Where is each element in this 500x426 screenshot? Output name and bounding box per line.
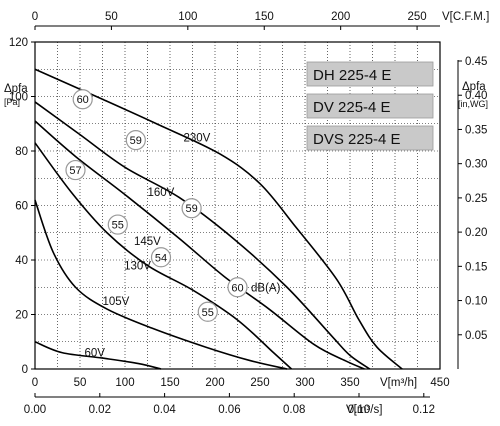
bottom-secondary-tick-label: 0.02 [89, 404, 111, 416]
sound-level-badge [181, 198, 202, 219]
right-axis-label: Δpfa [462, 81, 486, 93]
curve-230v [34, 68, 403, 370]
left-axis-label: Δpfa [4, 83, 28, 95]
curve-label: dB(A) [251, 282, 281, 294]
right-tick-label: 0.40 [465, 90, 487, 102]
sound-level-badges: 60 59 57 55 54 59 55 60 [65, 89, 248, 322]
bottom-tick-label: 300 [295, 377, 314, 389]
left-axis-unit: [Pa] [4, 97, 20, 107]
model-label-box [306, 125, 434, 151]
sound-level-value: 54 [155, 252, 167, 264]
right-tick-label: 0.30 [465, 159, 487, 171]
left-tick-label: 80 [15, 146, 28, 158]
sound-level-value: 59 [130, 135, 142, 147]
right-tick-label: 0.15 [465, 261, 487, 273]
right-tick-label: 0.05 [465, 330, 487, 342]
top-tick-label: 100 [178, 11, 197, 23]
bottom-tick-label: 100 [115, 377, 134, 389]
sound-level-value: 55 [112, 220, 124, 232]
top-tick-label: 50 [105, 11, 118, 23]
left-tick-label: 120 [9, 37, 28, 49]
top-axis-label: V[C.F.M.] [442, 11, 489, 23]
top-axis: 0 50 100 150 200 250 [32, 11, 440, 30]
curve-label: 105V [103, 296, 130, 308]
right-axis: 0.05 0.10 0.15 0.20 0.25 0.30 0.35 0.40 0.45 [457, 56, 487, 369]
bottom-axis-label: V[m³/h] [380, 377, 417, 389]
curve-label: 60V [85, 348, 106, 360]
sound-level-badge [72, 89, 93, 110]
sound-level-badge [227, 277, 248, 298]
bottom-secondary-tick-label: 0.08 [283, 404, 305, 416]
left-tick-label: 0 [22, 364, 28, 376]
bottom-secondary-axis-label: V[m³/s] [346, 404, 382, 416]
curve-label: 230V [184, 132, 211, 144]
top-tick-label: 150 [255, 11, 274, 23]
left-tick-label: 20 [15, 310, 28, 322]
bottom-tick-label: 150 [160, 377, 179, 389]
right-tick-label: 0.10 [465, 296, 487, 308]
sound-level-value: 60 [77, 94, 89, 106]
bottom-secondary-tick-label: 0.04 [153, 404, 176, 416]
sound-level-value: 57 [69, 165, 81, 177]
bottom-tick-label: 0 [32, 377, 38, 389]
curve-label: 145V [134, 236, 161, 248]
curve-130v [34, 142, 293, 370]
model-labels: DH 225-4 E DV 225-4 E DVS 225-4 E [306, 61, 434, 151]
curve-105v [34, 199, 288, 370]
left-tick-label: 40 [15, 255, 28, 267]
top-tick-label: 250 [407, 11, 426, 23]
bottom-secondary-tick-label: 0.06 [218, 404, 240, 416]
top-tick-label: 200 [331, 11, 350, 23]
bottom-tick-label: 450 [430, 377, 449, 389]
sound-level-badge [197, 301, 218, 322]
bottom-tick-label: 250 [250, 377, 269, 389]
right-tick-label: 0.45 [465, 56, 487, 68]
top-tick-label: 0 [32, 11, 38, 23]
curves [34, 68, 403, 370]
bottom-tick-label: 200 [205, 377, 224, 389]
sound-level-value: 60 [231, 282, 243, 294]
sound-level-badge [125, 130, 146, 151]
sound-level-badge [65, 159, 86, 181]
right-tick-label: 0.35 [465, 124, 487, 136]
sound-level-value: 59 [185, 203, 197, 215]
left-axis: 0 20 40 60 80 100 120 [9, 37, 35, 376]
curve-labels: 230V 160V 145V 130V 105V 60V dB(A) [85, 132, 281, 359]
bottom-axis: 0 50 100 150 200 250 300 350 450 [32, 377, 450, 389]
bottom-tick-label: 50 [74, 377, 87, 389]
bottom-secondary-tick-label: 0.12 [413, 404, 435, 416]
right-axis-unit: [in,WG] [458, 99, 488, 109]
curve-145v [34, 120, 365, 370]
curve-160v [34, 101, 371, 370]
bottom-secondary-axis: 0.00 0.02 0.04 0.06 0.08 0.10 0.12 [24, 393, 435, 416]
model-label: DVS 225-4 E [313, 131, 401, 148]
bottom-tick-label: 350 [340, 377, 359, 389]
model-label-box [306, 61, 434, 87]
bottom-secondary-tick-label: 0.00 [24, 404, 46, 416]
sound-level-badge [107, 214, 128, 235]
model-label-box [306, 93, 434, 119]
left-tick-label: 100 [9, 92, 28, 104]
left-tick-label: 60 [15, 201, 28, 213]
curve-label: 130V [124, 260, 151, 272]
sound-level-badge [150, 247, 172, 268]
model-label: DH 225-4 E [313, 67, 391, 84]
bottom-secondary-tick-label: 0.10 [348, 404, 370, 416]
model-label: DV 225-4 E [313, 99, 391, 116]
sound-level-value: 55 [202, 307, 214, 319]
right-tick-label: 0.25 [465, 193, 487, 205]
right-tick-label: 0.20 [465, 227, 487, 239]
curve-label: 160V [148, 187, 175, 199]
curve-60v [34, 341, 162, 370]
